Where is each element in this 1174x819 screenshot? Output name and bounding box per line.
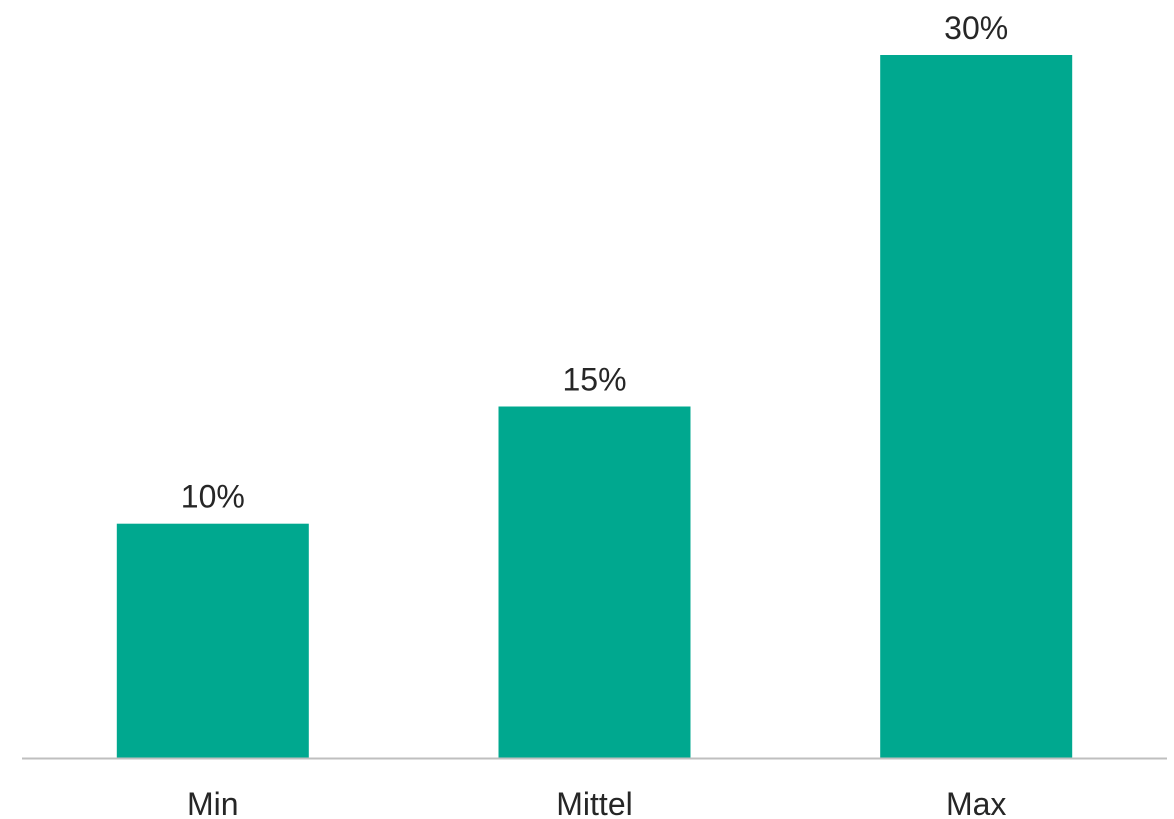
bar-max (880, 55, 1073, 758)
category-label-mittel: Mittel (556, 786, 632, 819)
value-label-mittel: 15% (562, 362, 626, 398)
bar-min (116, 523, 309, 758)
value-labels-layer: 10% 15% 30% (181, 10, 1008, 515)
category-label-max: Max (946, 786, 1006, 819)
value-label-max: 30% (944, 10, 1008, 46)
category-label-min: Min (187, 786, 239, 819)
value-label-min: 10% (181, 479, 245, 515)
bar-mittel (498, 406, 691, 758)
category-labels-layer: Min Mittel Max (187, 786, 1006, 819)
bars-layer (116, 55, 1073, 758)
